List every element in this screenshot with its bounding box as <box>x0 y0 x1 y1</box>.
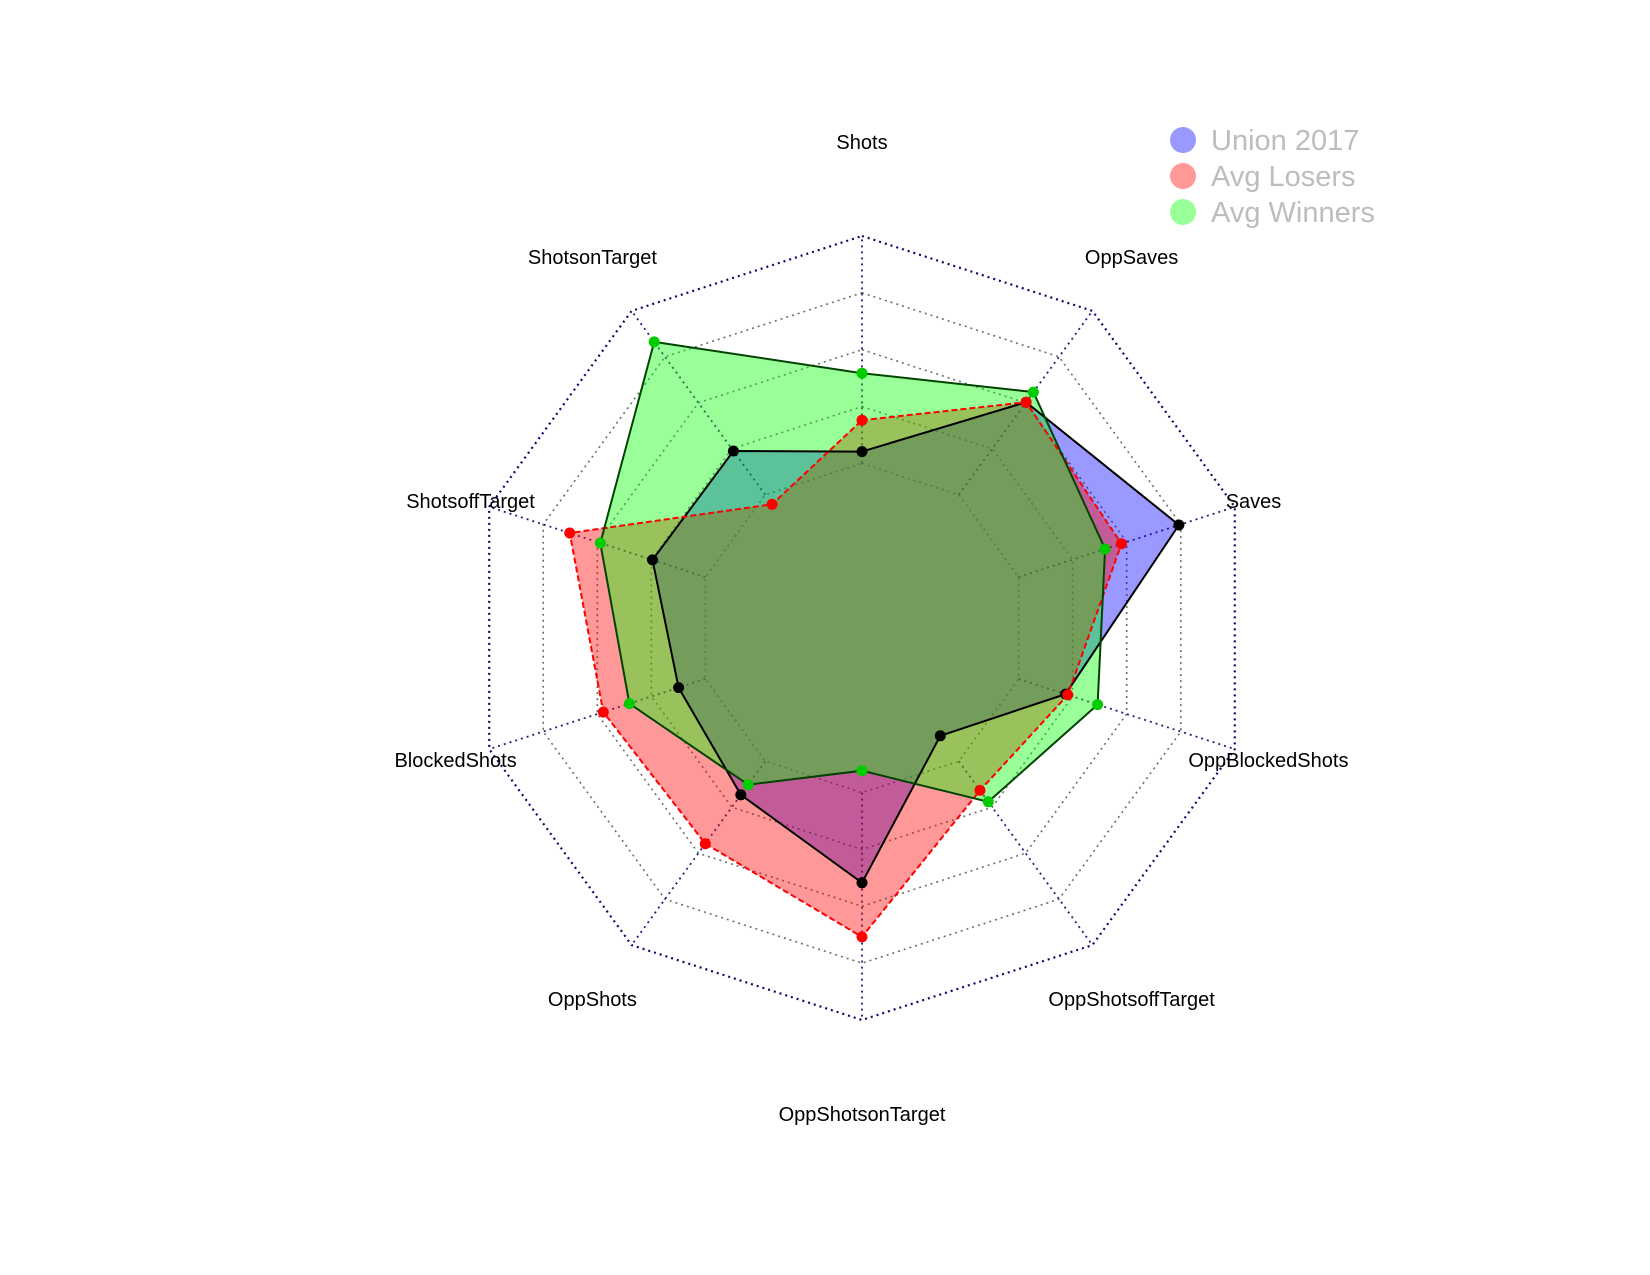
series-3-point-OppShotsoffTarget <box>982 796 994 808</box>
series-3-point-ShotsonTarget <box>648 336 660 348</box>
axis-label-BlockedShots: BlockedShots <box>394 750 516 772</box>
series-2-point-OppShotsonTarget <box>856 931 868 943</box>
legend-label-1: Union 2017 <box>1211 125 1359 157</box>
series-1-point-OppShotsoffTarget <box>934 730 946 742</box>
series-3-point-Saves <box>1099 543 1111 555</box>
series-2-point-Shots <box>856 414 868 426</box>
series-1-point-OppShotsonTarget <box>856 877 868 889</box>
grid-spoke-OppSaves <box>958 310 1094 496</box>
series-3-point-OppSaves <box>1027 386 1039 398</box>
series-3-point-ShotsoffTarget <box>594 537 606 549</box>
axis-label-ShotsoffTarget: ShotsoffTarget <box>406 491 535 513</box>
series-1-point-Shots <box>856 446 868 458</box>
grid-spoke-BlockedShots <box>488 678 706 750</box>
series-3-point-OppShots <box>742 779 754 791</box>
series-area-1 <box>652 402 1179 883</box>
legend-swatch-3 <box>1170 199 1196 225</box>
axis-labels: Shots OppSaves Saves OppBlockedShots OppShot… <box>394 132 1348 1126</box>
series-area-2 <box>569 402 1122 937</box>
axis-label-OppBlockedShots: OppBlockedShots <box>1188 750 1348 772</box>
axis-label-OppSaves: OppSaves <box>1085 247 1178 269</box>
series-3-point-OppShotsonTarget <box>856 765 868 777</box>
axis-label-Saves: Saves <box>1226 491 1282 513</box>
axis-label-OppShotsoffTarget: OppShotsoffTarget <box>1048 989 1215 1011</box>
grid-ring-2 <box>650 405 1074 851</box>
legend: Union 2017 Avg Losers Avg Winners <box>1170 125 1375 229</box>
series-1-point-Saves <box>1173 519 1185 531</box>
series-1-point-OppShots <box>735 789 747 801</box>
series-2-point-OppShotsoffTarget <box>974 784 986 796</box>
series-2-point-BlockedShots <box>597 706 609 718</box>
grid-spoke-ShotsoffTarget <box>488 506 706 578</box>
series-2-point-Saves <box>1116 538 1127 550</box>
grid-spoke-Saves <box>1018 506 1236 578</box>
series-2-point-OppShots <box>699 838 711 850</box>
legend-swatch-2 <box>1170 163 1196 189</box>
series-area-3 <box>600 341 1106 802</box>
series-1-point-ShotsoffTarget <box>647 554 658 566</box>
legend-label-2: Avg Losers <box>1211 161 1356 193</box>
axis-label-OppShotsonTarget: OppShotsonTarget <box>779 1104 946 1126</box>
series-2-point-OppSaves <box>1020 396 1032 408</box>
axis-label-Shots: Shots <box>836 132 887 154</box>
series-1-point-BlockedShots <box>673 682 685 694</box>
series-2-point-ShotsonTarget <box>766 498 778 510</box>
axis-label-ShotsonTarget: ShotsonTarget <box>528 247 657 269</box>
series-1-point-ShotsonTarget <box>727 445 739 457</box>
grid-spoke-ShotsonTarget <box>630 310 766 496</box>
series-3-point-OppBlockedShots <box>1092 699 1104 711</box>
legend-label-3: Avg Winners <box>1211 197 1375 229</box>
axis-label-OppShots: OppShots <box>548 989 637 1011</box>
grid-ring-1 <box>704 462 1020 794</box>
series-2-point-OppBlockedShots <box>1062 689 1074 701</box>
grid-spoke-OppBlockedShots <box>1018 678 1236 750</box>
grid-ring-5 <box>488 234 1236 1022</box>
series-3-point-BlockedShots <box>623 698 635 710</box>
radar-series <box>564 336 1185 943</box>
series-2-point-ShotsoffTarget <box>564 527 576 539</box>
legend-swatch-1 <box>1170 127 1196 153</box>
series-3-point-Shots <box>856 367 868 379</box>
